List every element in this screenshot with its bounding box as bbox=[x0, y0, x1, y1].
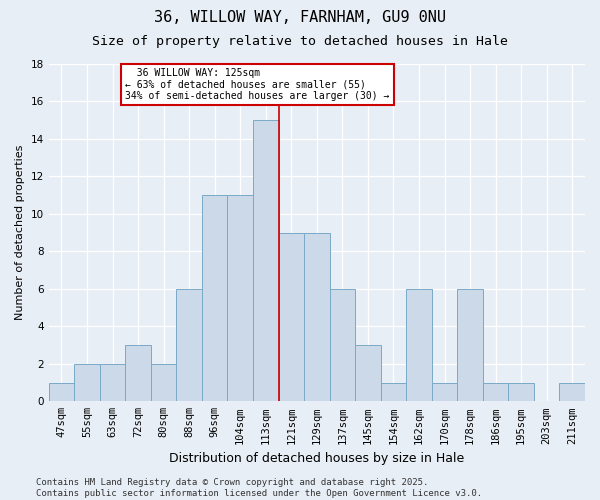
Bar bbox=[457, 289, 483, 402]
Text: Contains HM Land Registry data © Crown copyright and database right 2025.
Contai: Contains HM Land Registry data © Crown c… bbox=[36, 478, 482, 498]
Bar bbox=[355, 345, 380, 402]
Bar bbox=[508, 382, 534, 402]
Bar bbox=[304, 232, 329, 402]
Text: 36 WILLOW WAY: 125sqm  
← 63% of detached houses are smaller (55)
34% of semi-de: 36 WILLOW WAY: 125sqm ← 63% of detached … bbox=[125, 68, 389, 101]
Bar bbox=[125, 345, 151, 402]
Bar bbox=[380, 382, 406, 402]
Bar bbox=[406, 289, 432, 402]
Text: Size of property relative to detached houses in Hale: Size of property relative to detached ho… bbox=[92, 35, 508, 48]
Bar bbox=[278, 232, 304, 402]
Text: 36, WILLOW WAY, FARNHAM, GU9 0NU: 36, WILLOW WAY, FARNHAM, GU9 0NU bbox=[154, 10, 446, 25]
Bar bbox=[253, 120, 278, 402]
Bar bbox=[432, 382, 457, 402]
Bar bbox=[151, 364, 176, 402]
Bar bbox=[74, 364, 100, 402]
Bar bbox=[329, 289, 355, 402]
Bar bbox=[176, 289, 202, 402]
X-axis label: Distribution of detached houses by size in Hale: Distribution of detached houses by size … bbox=[169, 452, 464, 465]
Bar bbox=[483, 382, 508, 402]
Bar bbox=[227, 195, 253, 402]
Bar bbox=[202, 195, 227, 402]
Bar bbox=[100, 364, 125, 402]
Bar bbox=[559, 382, 585, 402]
Bar bbox=[49, 382, 74, 402]
Y-axis label: Number of detached properties: Number of detached properties bbox=[15, 145, 25, 320]
